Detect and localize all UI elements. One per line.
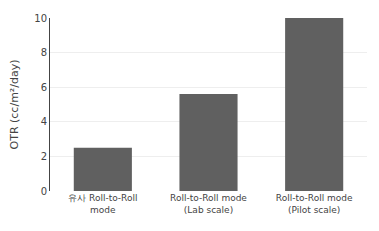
svg-text:10: 10 [34,13,47,24]
svg-text:Roll-to-Roll mode(Lab scale): Roll-to-Roll mode(Lab scale) [170,193,247,215]
svg-text:6: 6 [41,82,47,93]
svg-text:4: 4 [41,116,47,127]
svg-text:2: 2 [41,151,47,162]
svg-text:8: 8 [41,47,47,58]
svg-text:0: 0 [41,186,47,197]
svg-text:Roll-to-Roll mode(Pilot scale): Roll-to-Roll mode(Pilot scale) [276,193,353,215]
svg-text:OTR (cc/m²/day): OTR (cc/m²/day) [8,60,21,150]
svg-text:유사 Roll-to-Rollmode: 유사 Roll-to-Rollmode [68,193,137,215]
